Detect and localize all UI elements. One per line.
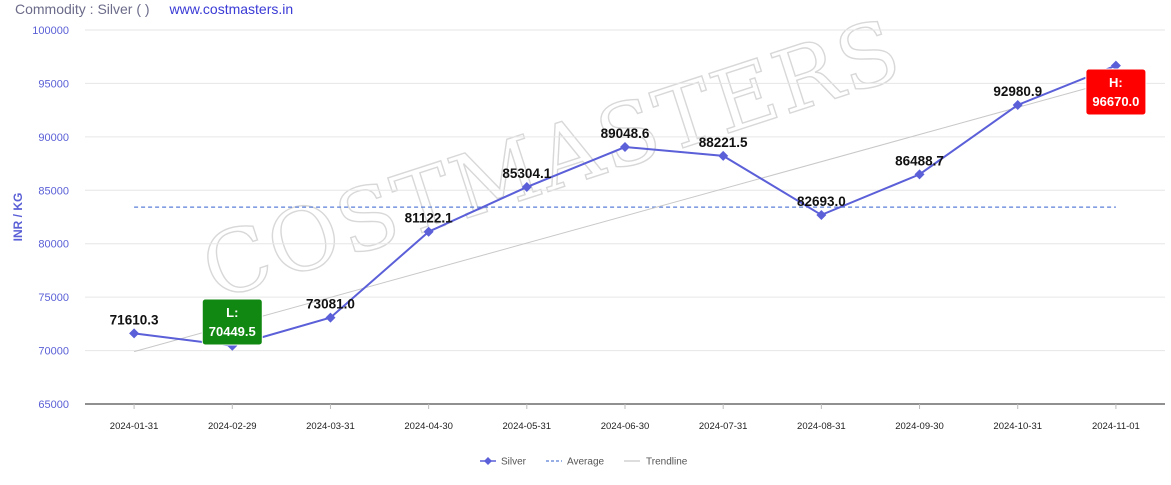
data-label: 82693.0 (797, 194, 846, 209)
x-tick-label: 2024-03-31 (306, 421, 355, 432)
trendline (133, 79, 1117, 353)
x-tick-label: 2024-07-31 (699, 421, 748, 432)
low-marker: L: 70449.5 (201, 298, 263, 346)
x-axis: 2024-01-31 2024-02-29 2024-03-31 2024-04-30… (110, 404, 1140, 432)
x-tick-label: 2024-10-31 (993, 421, 1042, 432)
low-marker-label: L: (226, 305, 238, 320)
y-tick-label: 70000 (38, 346, 69, 358)
data-label: 81122.1 (405, 211, 454, 226)
y-tick-label: 85000 (38, 185, 69, 197)
data-label: 73081.0 (306, 297, 355, 312)
y-tick-label: 80000 (38, 239, 69, 251)
data-labels: 71610.3 73081.0 81122.1 85304.1 89048.6 88221… (110, 84, 1042, 327)
low-marker-value: 70449.5 (209, 324, 256, 339)
trendline-path (133, 79, 1117, 353)
y-tick-label: 75000 (38, 292, 69, 304)
site-link[interactable]: www.costmasters.in (169, 1, 294, 17)
x-tick-label: 2024-04-30 (404, 421, 453, 432)
legend: Silver Average Trendline (480, 457, 688, 468)
data-point (129, 328, 140, 339)
x-tick-label: 2024-06-30 (601, 421, 650, 432)
data-label: 89048.6 (601, 126, 650, 141)
data-label: 86488.7 (895, 153, 944, 168)
y-tick-label: 95000 (38, 78, 69, 90)
commodity-label: Commodity : Silver ( ) (15, 1, 150, 17)
series-silver (129, 60, 1121, 351)
data-point (1110, 60, 1121, 71)
x-tick-label: 2024-02-29 (208, 421, 257, 432)
high-marker-value: 96670.0 (1092, 94, 1139, 109)
data-label: 71610.3 (110, 312, 159, 327)
data-point (325, 312, 336, 323)
legend-silver-marker (484, 457, 492, 465)
x-tick-label: 2024-09-30 (895, 421, 944, 432)
y-tick-label: 90000 (38, 132, 69, 144)
high-low-markers: L: 70449.5 H: 96670.0 (201, 68, 1147, 346)
x-tick-label: 2024-11-01 (1092, 421, 1140, 432)
legend-average-label: Average (567, 457, 605, 468)
y-tick-label: 65000 (38, 399, 69, 411)
high-marker-label: H: (1109, 75, 1123, 90)
watermark-text: COSTMASTERS (191, 0, 914, 320)
x-tick-label: 2024-01-31 (110, 421, 159, 432)
chart-header: Commodity : Silver ( ) www.costmasters.i… (15, 1, 293, 17)
legend-trendline-label: Trendline (646, 457, 688, 468)
x-tick-label: 2024-08-31 (797, 421, 846, 432)
y-axis-label: INR / KG (11, 193, 25, 242)
data-point (816, 209, 827, 220)
data-point (914, 169, 925, 180)
data-point (620, 142, 630, 153)
y-axis: 65000 70000 75000 80000 85000 90000 95000 10000… (32, 25, 69, 411)
high-marker: H: 96670.0 (1085, 68, 1147, 116)
data-label: 85304.1 (502, 166, 551, 181)
data-point (423, 226, 434, 237)
high-marker-box (1085, 68, 1147, 116)
legend-silver-label: Silver (501, 457, 527, 468)
low-marker-box (201, 298, 263, 346)
data-label: 92980.9 (993, 84, 1042, 99)
data-point (1012, 100, 1023, 111)
data-point (521, 182, 532, 193)
x-tick-label: 2024-05-31 (503, 421, 552, 432)
y-tick-label: 100000 (32, 25, 69, 37)
grid (85, 29, 1165, 405)
data-label: 88221.5 (699, 135, 748, 150)
data-point (718, 150, 729, 161)
watermark: COSTMASTERS (190, 0, 914, 321)
